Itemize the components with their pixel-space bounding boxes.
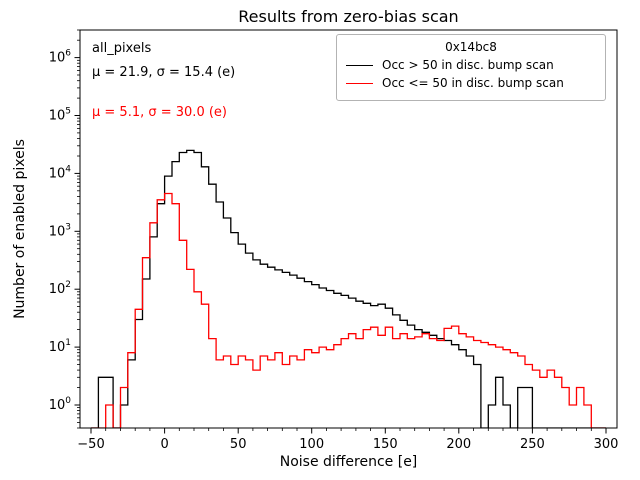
x-tick-label: 0 (160, 437, 168, 452)
legend-line-black-icon (346, 64, 373, 66)
legend-line-red-icon (346, 82, 373, 84)
legend-label: Occ > 50 in disc. bump scan (382, 58, 554, 72)
y-tick-label: 100 (49, 396, 72, 413)
histogram-series-1 (91, 192, 606, 428)
annotation-stats-black: μ = 21.9, σ = 15.4 (e) (92, 65, 236, 80)
x-tick-label: −50 (77, 437, 104, 452)
histogram-series-0 (91, 149, 606, 428)
legend: 0x14bc8 Occ > 50 in disc. bump scan Occ … (336, 34, 606, 101)
annotation-dataset: all_pixels (92, 41, 152, 56)
y-axis-label: Number of enabled pixels (12, 139, 28, 319)
x-tick-label: 300 (594, 437, 619, 452)
y-tick-label: 106 (49, 49, 72, 66)
x-tick-label: 200 (446, 437, 471, 452)
legend-label: Occ <= 50 in disc. bump scan (382, 76, 564, 90)
x-axis-label: Noise difference [e] (279, 454, 418, 470)
legend-entry: Occ > 50 in disc. bump scan (346, 58, 596, 72)
y-tick-label: 102 (49, 280, 71, 297)
y-tick-label: 101 (49, 338, 71, 355)
y-tick-label: 105 (49, 107, 71, 124)
x-tick-label: 50 (230, 437, 247, 452)
y-tick-label: 104 (49, 164, 72, 181)
legend-entry: Occ <= 50 in disc. bump scan (346, 76, 596, 90)
x-tick-label: 250 (520, 437, 545, 452)
legend-title: 0x14bc8 (445, 40, 497, 54)
x-tick-label: 150 (373, 437, 398, 452)
y-tick-label: 103 (49, 222, 71, 239)
x-tick-label: 100 (299, 437, 324, 452)
annotation-stats-red: μ = 5.1, σ = 30.0 (e) (92, 105, 227, 120)
plot-frame (79, 29, 618, 429)
chart-title: Results from zero-bias scan (238, 7, 459, 26)
